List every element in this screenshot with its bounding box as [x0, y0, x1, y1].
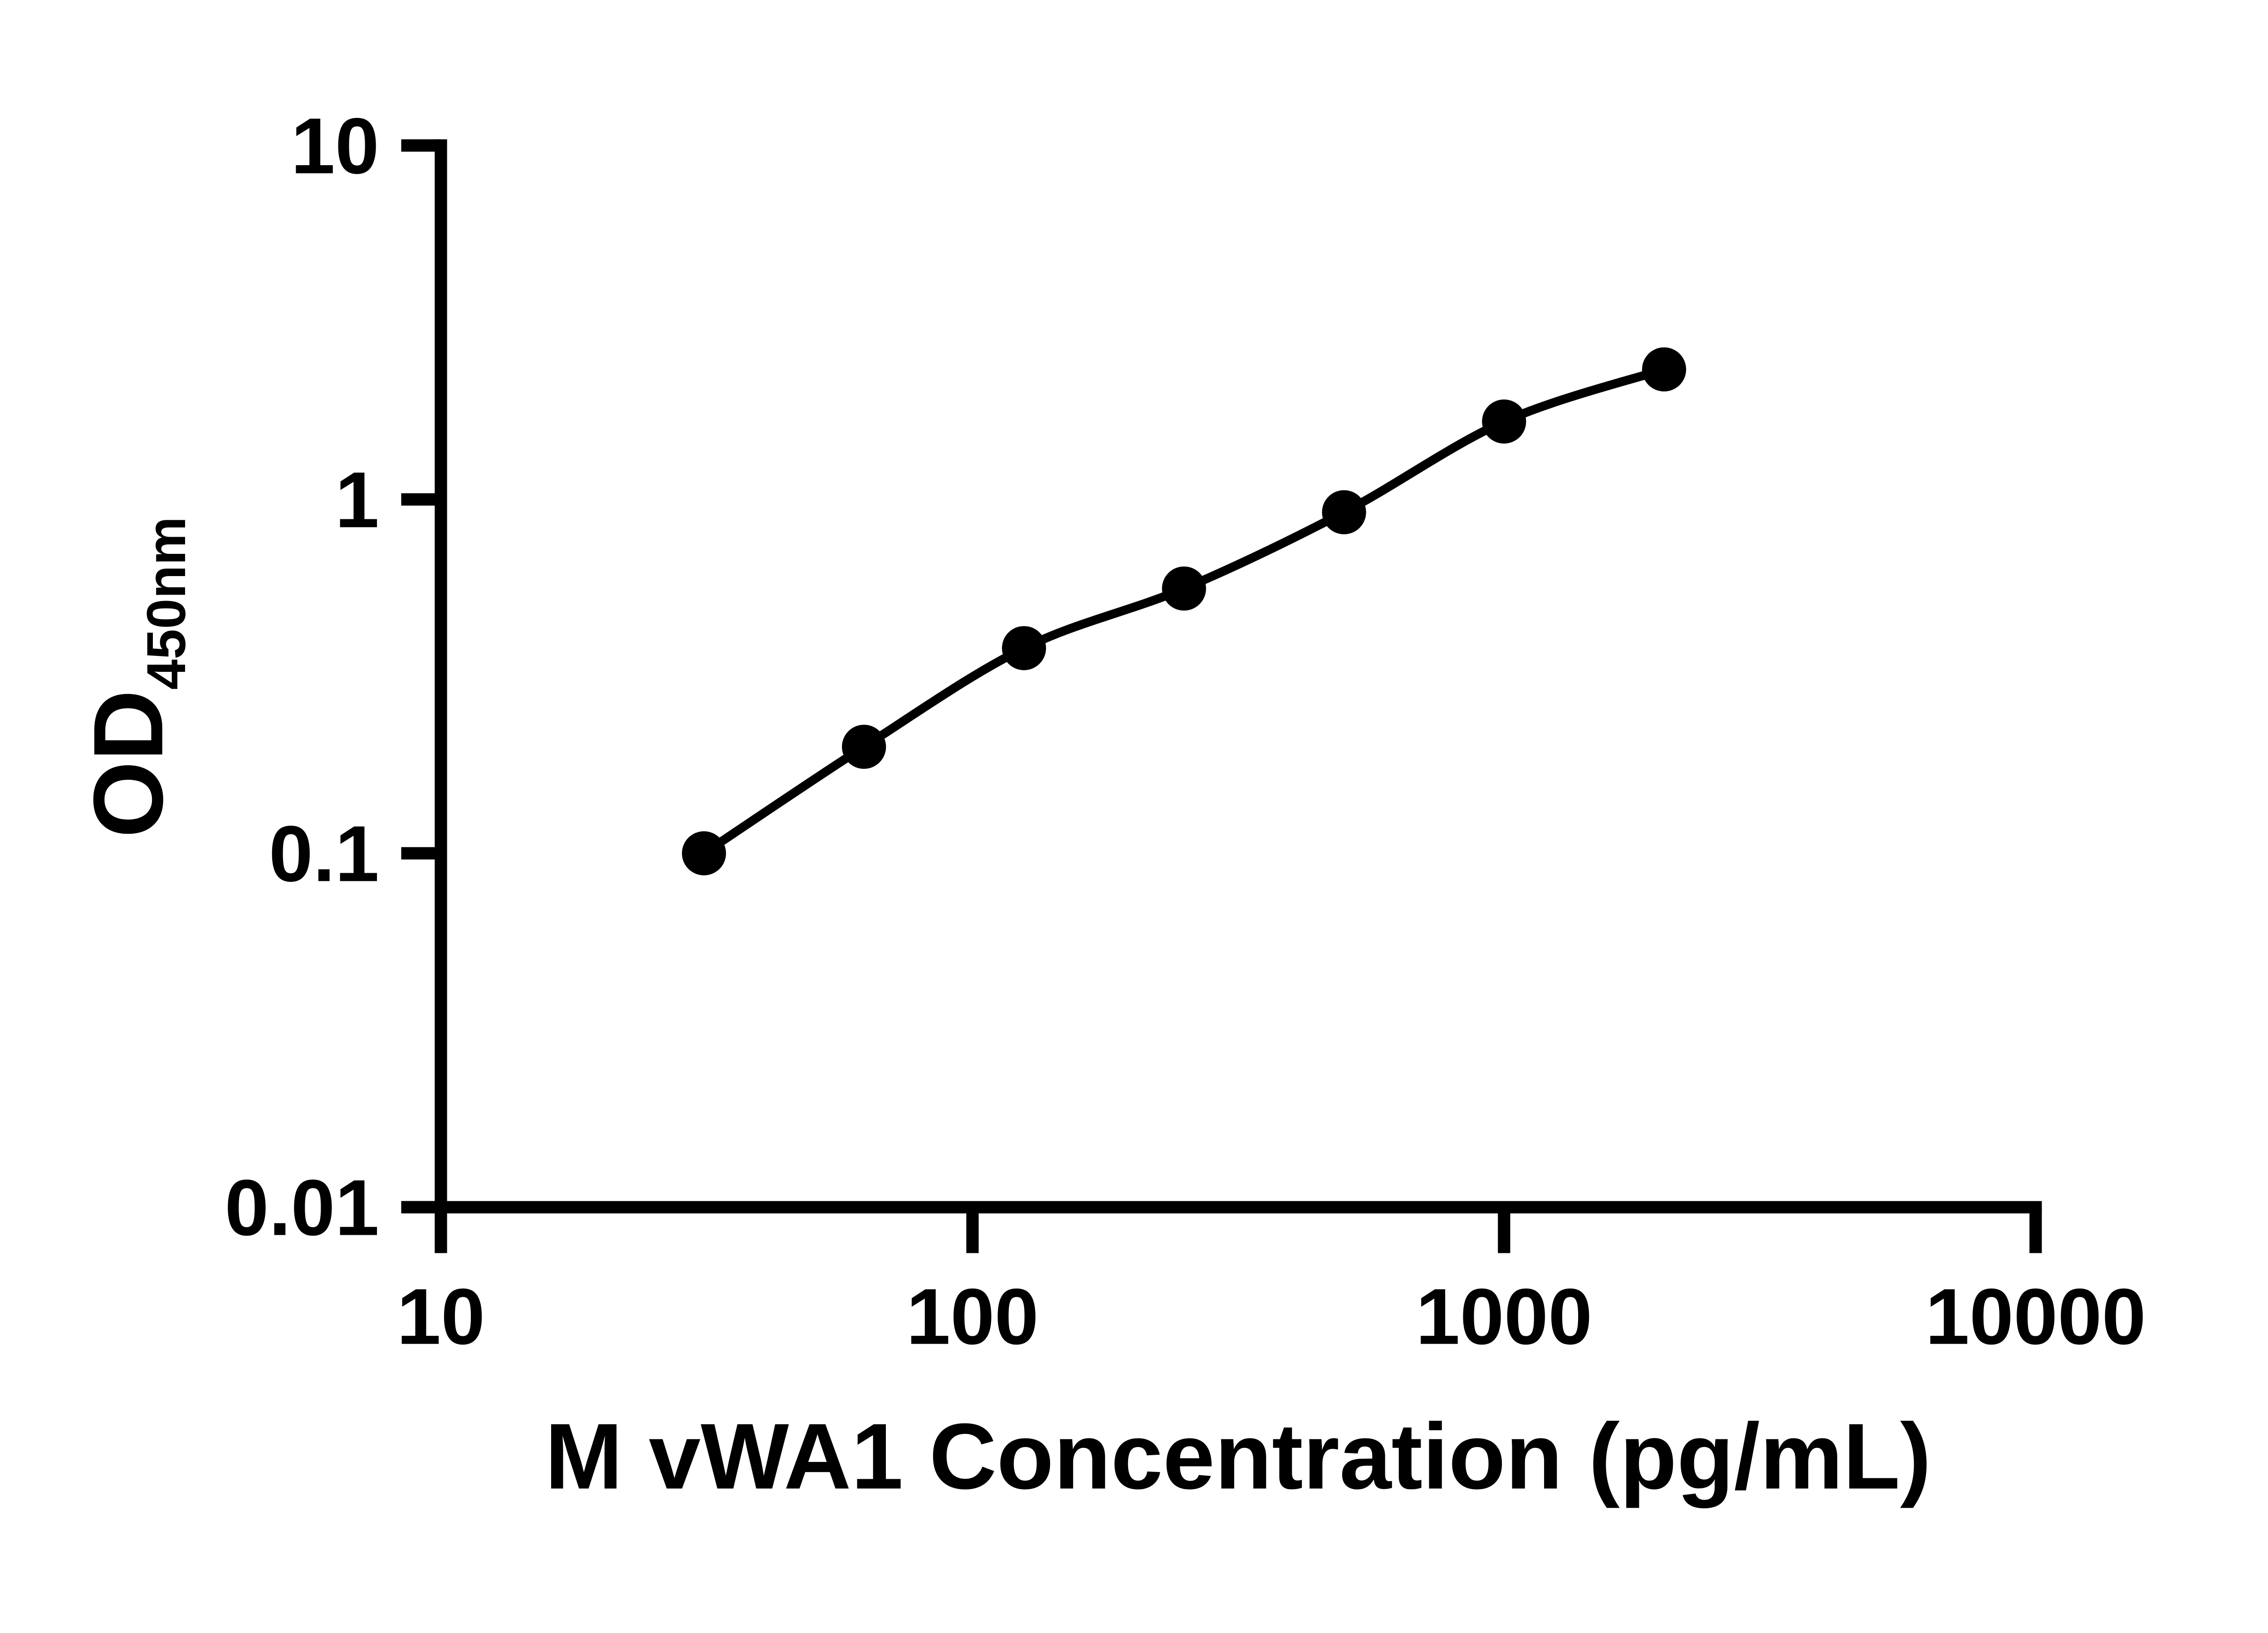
x-axis-title: M vWA1 Concentration (pg/mL) — [545, 1403, 1931, 1508]
chart-canvas: 10 1 0.1 0.01 10 100 1000 10000 M vWA1 Concent… — [73, 102, 2146, 1509]
fit-curve-line — [699, 365, 1669, 858]
x-tick-label: 100 — [906, 1273, 1039, 1361]
data-points — [682, 347, 1686, 875]
data-point-marker — [1482, 399, 1526, 444]
y-tick-label: 10 — [291, 102, 379, 191]
x-tick-label: 10000 — [1925, 1273, 2146, 1361]
y-axis-title-main: OD — [73, 690, 184, 838]
data-point-marker — [1002, 626, 1046, 670]
y-axis-title-subscript: 450nm — [136, 517, 197, 690]
y-axis-ticks: 10 1 0.1 0.01 — [225, 102, 441, 1252]
data-point-marker — [1162, 566, 1206, 611]
x-tick-label: 1000 — [1416, 1273, 1592, 1361]
y-tick-label: 1 — [335, 456, 379, 544]
y-tick-label: 0.1 — [269, 810, 379, 898]
data-point-marker — [1642, 347, 1686, 391]
data-point-marker — [1322, 490, 1366, 534]
plot-axes — [401, 139, 2042, 1213]
elisa-standard-curve-figure: 10 1 0.1 0.01 10 100 1000 10000 M vWA1 Concent… — [73, 102, 2146, 1509]
x-axis-ticks: 10 100 1000 10000 — [397, 1207, 2146, 1361]
x-tick-label: 10 — [397, 1273, 485, 1361]
y-tick-label: 0.01 — [225, 1164, 379, 1252]
data-point-marker — [682, 831, 726, 875]
y-axis-title: OD450nm — [73, 517, 197, 838]
data-point-marker — [842, 724, 886, 769]
